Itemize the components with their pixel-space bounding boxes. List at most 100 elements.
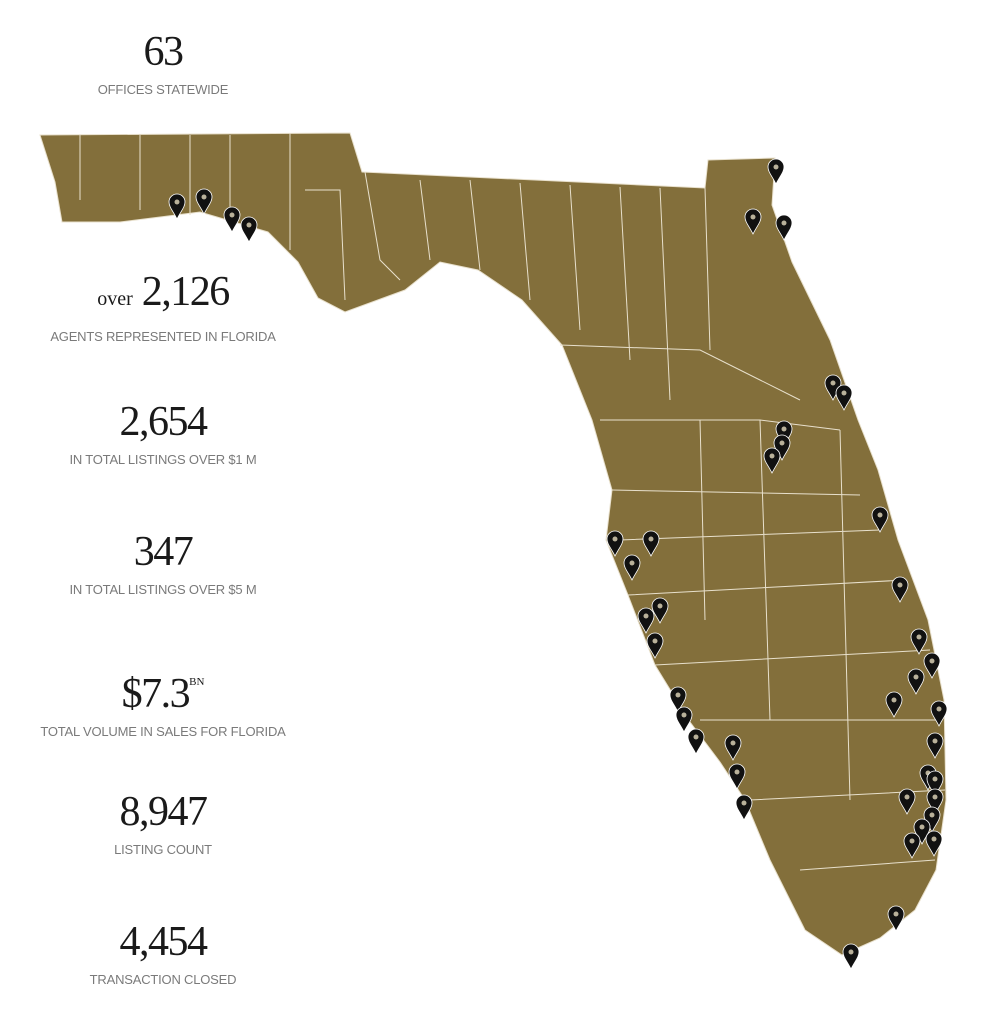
pin-dot bbox=[769, 453, 775, 459]
pin-dot bbox=[643, 613, 649, 619]
pin-dot bbox=[932, 776, 938, 782]
stat-block: $7.3BN TOTAL VOLUME IN SALES FOR FLORIDA bbox=[0, 658, 326, 739]
stat-value: 347 bbox=[133, 529, 194, 575]
pin-dot bbox=[730, 740, 736, 746]
pin-dot bbox=[781, 426, 787, 432]
office-pins bbox=[168, 158, 948, 970]
office-pin[interactable] bbox=[651, 597, 669, 624]
pin-dot bbox=[913, 674, 919, 680]
office-pin[interactable] bbox=[744, 208, 762, 235]
office-pin[interactable] bbox=[606, 530, 624, 557]
stat-label: OFFICES STATEWIDE bbox=[97, 82, 229, 97]
pin-dot bbox=[931, 836, 937, 842]
office-pin[interactable] bbox=[835, 384, 853, 411]
pin-dot bbox=[909, 838, 915, 844]
stat-prefix: over bbox=[97, 288, 133, 310]
stat-label: AGENTS REPRESENTED IN FLORIDA bbox=[50, 329, 276, 344]
office-pin[interactable] bbox=[926, 770, 944, 797]
office-pin[interactable] bbox=[623, 554, 641, 581]
pin-dot bbox=[201, 194, 207, 200]
pin-dot bbox=[174, 199, 180, 205]
office-pin[interactable] bbox=[168, 193, 186, 220]
stat-value-line: over 2,126 bbox=[0, 268, 326, 323]
office-pin[interactable] bbox=[687, 728, 705, 755]
office-pin[interactable] bbox=[926, 732, 944, 759]
office-pin[interactable] bbox=[223, 206, 241, 233]
stat-block: 2,654 IN TOTAL LISTINGS OVER $1 M bbox=[0, 398, 326, 467]
office-pin[interactable] bbox=[724, 734, 742, 761]
stat-label: TOTAL VOLUME IN SALES FOR FLORIDA bbox=[40, 724, 286, 739]
pin-dot bbox=[779, 440, 785, 446]
office-pin[interactable] bbox=[646, 632, 664, 659]
stat-value: 8,947 bbox=[119, 789, 209, 835]
office-pin[interactable] bbox=[930, 700, 948, 727]
stat-value-line: $7.3BN bbox=[0, 658, 326, 718]
office-pin[interactable] bbox=[842, 943, 860, 970]
stat-value-line: 4,454 bbox=[0, 918, 326, 966]
office-pin[interactable] bbox=[871, 506, 889, 533]
stat-value-line: 63 bbox=[0, 28, 326, 76]
pin-dot bbox=[652, 638, 658, 644]
office-pin[interactable] bbox=[775, 214, 793, 241]
stat-suffix: BN bbox=[189, 676, 205, 688]
stat-value: 2,654 bbox=[119, 399, 209, 445]
office-pin[interactable] bbox=[903, 832, 921, 859]
pin-dot bbox=[877, 512, 883, 518]
office-pin[interactable] bbox=[728, 763, 746, 790]
stat-block: 8,947 LISTING COUNT bbox=[0, 788, 326, 857]
office-pin[interactable] bbox=[642, 530, 660, 557]
stat-block: 63 OFFICES STATEWIDE bbox=[0, 28, 326, 97]
office-pin[interactable] bbox=[775, 420, 793, 447]
office-pin[interactable] bbox=[669, 686, 687, 713]
office-pin[interactable] bbox=[925, 830, 943, 857]
pin-dot bbox=[750, 214, 756, 220]
office-pin[interactable] bbox=[763, 447, 781, 474]
office-pin[interactable] bbox=[891, 576, 909, 603]
pin-dot bbox=[897, 582, 903, 588]
office-pin[interactable] bbox=[887, 905, 905, 932]
stat-block: 4,454 TRANSACTION CLOSED bbox=[0, 918, 326, 987]
office-pin[interactable] bbox=[767, 158, 785, 185]
pin-dot bbox=[932, 738, 938, 744]
stat-value-line: 8,947 bbox=[0, 788, 326, 836]
pin-dot bbox=[929, 812, 935, 818]
stat-block: 347 IN TOTAL LISTINGS OVER $5 M bbox=[0, 528, 326, 597]
pin-dot bbox=[919, 824, 925, 830]
pin-dot bbox=[929, 658, 935, 664]
pin-dot bbox=[936, 706, 942, 712]
stat-value: 4,454 bbox=[119, 919, 209, 965]
pin-dot bbox=[612, 536, 618, 542]
office-pin[interactable] bbox=[195, 188, 213, 215]
stat-value-line: 347 bbox=[0, 528, 326, 576]
pin-dot bbox=[893, 911, 899, 917]
county-lines bbox=[79, 133, 946, 871]
pin-dot bbox=[675, 692, 681, 698]
pin-dot bbox=[741, 800, 747, 806]
pin-dot bbox=[693, 734, 699, 740]
office-pin[interactable] bbox=[735, 794, 753, 821]
stat-value: $7.3 bbox=[121, 671, 191, 717]
pin-dot bbox=[648, 536, 654, 542]
pin-dot bbox=[734, 769, 740, 775]
stat-value-line: 2,654 bbox=[0, 398, 326, 446]
office-pin[interactable] bbox=[923, 652, 941, 679]
office-pin[interactable] bbox=[885, 691, 903, 718]
stat-label: TRANSACTION CLOSED bbox=[89, 972, 237, 987]
pin-dot bbox=[830, 380, 836, 386]
stat-block: over 2,126 AGENTS REPRESENTED IN FLORIDA bbox=[0, 268, 326, 344]
pin-dot bbox=[629, 560, 635, 566]
office-pin[interactable] bbox=[675, 706, 693, 733]
stat-label: IN TOTAL LISTINGS OVER $1 M bbox=[69, 452, 257, 467]
office-pin[interactable] bbox=[898, 788, 916, 815]
office-pin[interactable] bbox=[240, 216, 258, 243]
office-pin[interactable] bbox=[907, 668, 925, 695]
pin-dot bbox=[681, 712, 687, 718]
pin-dot bbox=[916, 634, 922, 640]
stat-value: 2,126 bbox=[141, 269, 231, 315]
office-pin[interactable] bbox=[910, 628, 928, 655]
office-pin[interactable] bbox=[926, 788, 944, 815]
pin-dot bbox=[904, 794, 910, 800]
office-pin[interactable] bbox=[637, 607, 655, 634]
stat-label: IN TOTAL LISTINGS OVER $5 M bbox=[69, 582, 257, 597]
